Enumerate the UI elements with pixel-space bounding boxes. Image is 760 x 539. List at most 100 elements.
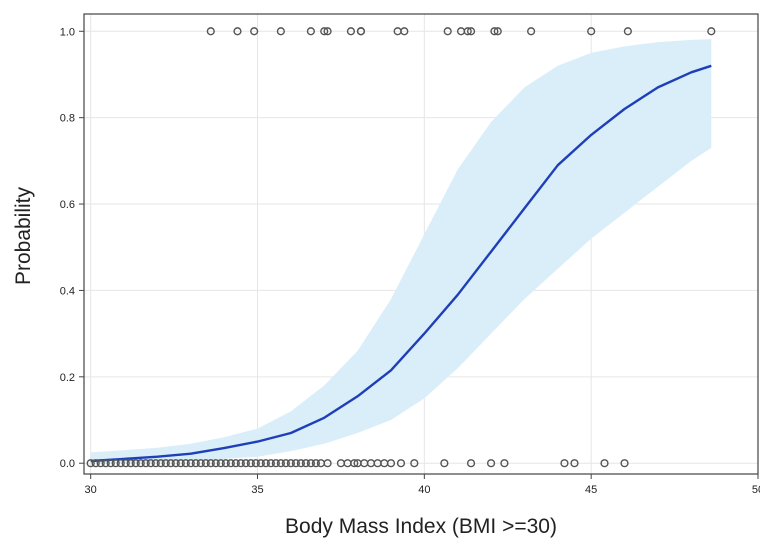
observed-point xyxy=(186,459,195,468)
observed-points-layer xyxy=(86,27,716,468)
observed-point xyxy=(600,459,609,468)
observed-point xyxy=(623,27,632,36)
observed-point xyxy=(226,459,235,468)
y-tick-label: 0.8 xyxy=(60,113,75,125)
observed-point xyxy=(323,27,332,36)
observed-point xyxy=(276,459,285,468)
observed-point xyxy=(111,459,120,468)
observed-point xyxy=(176,459,185,468)
observed-point xyxy=(233,27,242,36)
y-tick-label: 0.0 xyxy=(60,458,75,470)
x-tick-label: 50 xyxy=(752,484,760,496)
observed-point xyxy=(311,459,320,468)
observed-point xyxy=(443,27,452,36)
observed-point xyxy=(323,459,332,468)
observed-point xyxy=(396,459,406,468)
observed-point xyxy=(211,459,220,468)
observed-point xyxy=(490,27,499,36)
y-axis-title: Probability xyxy=(12,186,35,285)
x-tick-label: 40 xyxy=(418,484,430,496)
observed-point xyxy=(493,27,502,36)
observed-point xyxy=(296,459,305,468)
observed-point xyxy=(151,459,160,468)
observed-point xyxy=(206,27,215,36)
observed-point xyxy=(256,459,265,468)
observed-point xyxy=(463,27,472,36)
observed-point xyxy=(131,459,140,468)
observed-point xyxy=(191,459,200,468)
tick-layer: 0.0 0.2 0.4 0.6 0.8 1.0 30 35 40 45 50 xyxy=(60,26,760,496)
observed-point xyxy=(91,459,100,468)
observed-point xyxy=(121,459,130,468)
y-tick-label: 0.6 xyxy=(60,199,75,211)
observed-point xyxy=(271,459,280,468)
observed-point xyxy=(620,459,629,468)
observed-point xyxy=(466,27,476,36)
observed-point xyxy=(136,459,145,468)
observed-point xyxy=(306,459,315,468)
observed-point xyxy=(266,459,275,468)
confidence-band-layer xyxy=(90,39,712,464)
observed-point xyxy=(246,459,255,468)
observed-point xyxy=(320,27,329,36)
observed-point xyxy=(101,459,110,468)
observed-point xyxy=(161,459,170,468)
x-axis-title: Body Mass Index (BMI >=30) xyxy=(285,515,557,538)
observed-point xyxy=(707,27,716,36)
observed-point xyxy=(410,459,419,468)
fitted-line-layer xyxy=(90,64,712,463)
observed-point xyxy=(236,459,245,468)
observed-point xyxy=(206,459,215,468)
observed-point xyxy=(216,459,225,468)
observed-point xyxy=(181,459,190,468)
observed-point xyxy=(466,459,476,468)
observed-point xyxy=(231,459,240,468)
observed-point xyxy=(261,459,270,468)
observed-point xyxy=(116,459,125,468)
confidence-band xyxy=(90,39,712,464)
x-tick-label: 45 xyxy=(585,484,597,496)
observed-point xyxy=(527,27,536,36)
observed-point xyxy=(201,459,210,468)
observed-point xyxy=(126,459,135,468)
observed-point xyxy=(250,27,259,36)
observed-point xyxy=(196,459,205,468)
fitted-probability-line xyxy=(90,64,712,463)
observed-point xyxy=(141,459,150,468)
observed-point xyxy=(356,27,366,36)
observed-point xyxy=(146,459,155,468)
observed-point xyxy=(96,459,105,468)
observed-point xyxy=(251,459,260,468)
observed-point xyxy=(486,459,496,468)
observed-point xyxy=(570,459,579,468)
observed-point xyxy=(587,27,596,36)
x-tick-label: 30 xyxy=(85,484,97,496)
observed-point xyxy=(276,27,285,36)
observed-point xyxy=(301,459,310,468)
y-tick-label: 1.0 xyxy=(60,26,75,38)
observed-point xyxy=(221,459,230,468)
observed-point xyxy=(350,459,359,468)
observed-point xyxy=(86,459,95,468)
observed-point xyxy=(306,27,315,36)
observed-point xyxy=(281,459,290,468)
observed-point xyxy=(156,459,165,468)
observed-point xyxy=(346,27,356,36)
observed-point xyxy=(386,459,396,468)
observed-point xyxy=(440,459,449,468)
x-tick-label: 35 xyxy=(251,484,263,496)
observed-point xyxy=(286,459,295,468)
observed-point xyxy=(241,459,250,468)
y-tick-label: 0.2 xyxy=(60,372,75,384)
observed-point xyxy=(171,459,180,468)
observed-point xyxy=(400,27,409,36)
plot-frame xyxy=(83,13,759,475)
observed-point xyxy=(291,459,300,468)
observed-point xyxy=(166,459,175,468)
plot-frame-layer xyxy=(83,13,759,475)
observed-point xyxy=(106,459,115,468)
y-tick-label: 0.4 xyxy=(60,285,75,297)
observed-point xyxy=(500,459,509,468)
observed-point xyxy=(560,459,569,468)
